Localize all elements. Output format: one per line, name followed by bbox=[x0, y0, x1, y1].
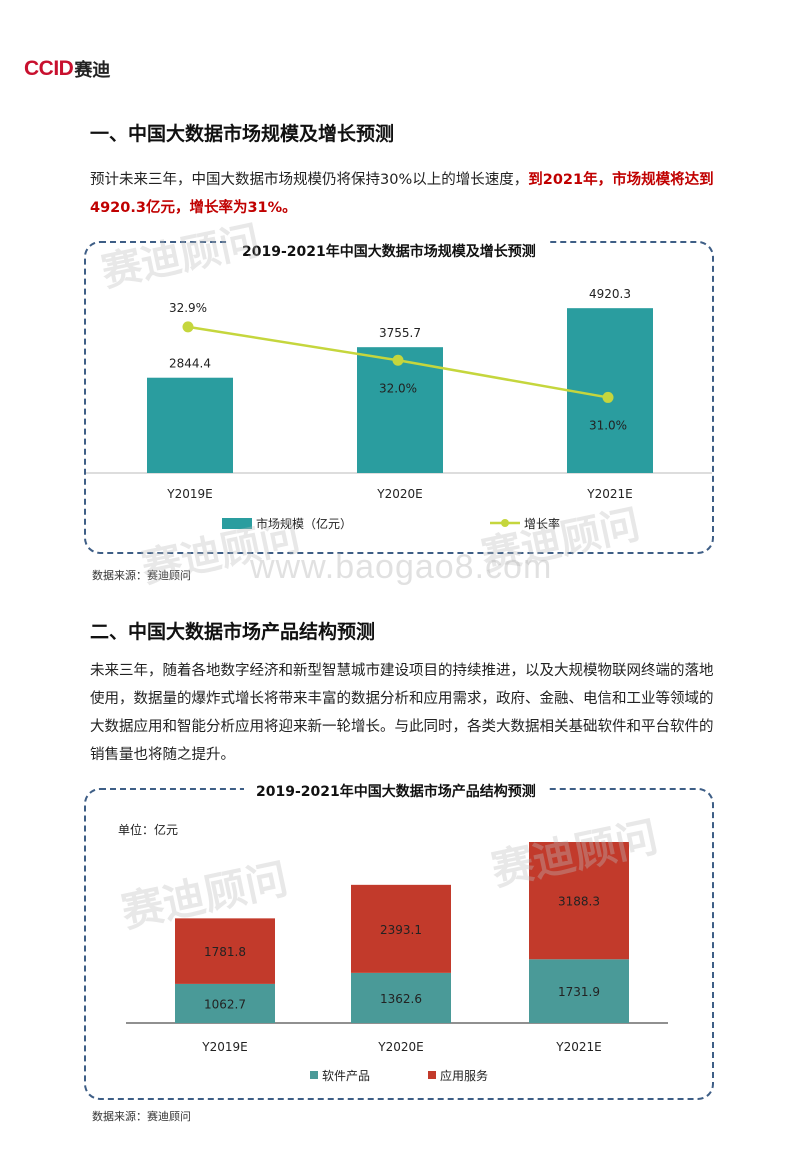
chart2-x-tick-label: Y2020E bbox=[377, 1040, 423, 1054]
chart1-x-tick-label: Y2021E bbox=[586, 487, 632, 501]
chart1-svg: 2844.4 Y2019E 3755.7 Y2020E 4920.3 Y2021E 32.9… bbox=[86, 287, 712, 531]
chart2-label-service: 1781.8 bbox=[204, 945, 246, 959]
chart1-bar bbox=[147, 377, 233, 473]
chart1-bar-label: 3755.7 bbox=[379, 326, 421, 340]
chart2-bar-software bbox=[351, 972, 451, 1023]
logo-cn: 赛迪 bbox=[74, 60, 111, 81]
chart1-title: 2019-2021年中国大数据市场规模及增长预测 bbox=[230, 241, 548, 261]
chart2-bar-service bbox=[529, 842, 629, 960]
chart1-growth-label: 32.9% bbox=[169, 301, 207, 315]
chart2-unit-label: 单位：亿元 bbox=[118, 822, 178, 837]
chart2-legend-swatch bbox=[310, 1071, 318, 1079]
chart2-bar-software bbox=[175, 983, 275, 1023]
section1-paragraph: 预计未来三年，中国大数据市场规模仍将保持30%以上的增长速度，到2021年，市场… bbox=[90, 166, 722, 222]
chart2-legend-swatch bbox=[428, 1071, 436, 1079]
chart1-growth-label: 32.0% bbox=[379, 381, 417, 395]
chart2-label-software: 1362.6 bbox=[380, 992, 422, 1006]
chart1-legend-label-line: 增长率 bbox=[524, 516, 560, 531]
chart2-bar-software bbox=[529, 959, 629, 1023]
section1-title: 一、中国大数据市场规模及增长预测 bbox=[90, 123, 395, 145]
chart2-bar-service bbox=[175, 918, 275, 984]
chart1-bar-label: 4920.3 bbox=[589, 287, 631, 301]
section1-para-highlight: 到2021年，市场规模将达到4920.3亿元，增长率为31%。 bbox=[90, 172, 714, 216]
section2-paragraph: 未来三年，随着各地数字经济和新型智慧城市建设项目的持续推进，以及大规模物联网终端… bbox=[90, 663, 714, 763]
ccid-logo: CCID 赛迪 bbox=[24, 56, 110, 82]
logo-text: CCID bbox=[24, 57, 74, 80]
chart2-title: 2019-2021年中国大数据市场产品结构预测 bbox=[244, 781, 548, 801]
chart2-bar-service bbox=[351, 884, 451, 973]
chart1-bar bbox=[357, 347, 443, 473]
chart2-source: 数据来源：赛迪顾问 bbox=[92, 1110, 191, 1123]
chart1-bar-label: 2844.4 bbox=[169, 357, 211, 371]
chart2-legend-label: 软件产品 bbox=[322, 1069, 370, 1083]
chart1-growth-point bbox=[392, 354, 404, 366]
watermark-url: www.baogao8.com bbox=[250, 548, 553, 586]
section1-para-plain: 预计未来三年，中国大数据市场规模仍将保持30%以上的增长速度， bbox=[90, 172, 529, 188]
chart2-label-software: 1062.7 bbox=[204, 997, 246, 1011]
chart1-x-tick-label: Y2020E bbox=[376, 487, 422, 501]
chart2-legend-label: 应用服务 bbox=[440, 1068, 488, 1083]
chart1-legend-swatch-marker bbox=[501, 519, 509, 527]
chart1-growth-point bbox=[602, 391, 614, 403]
chart2-label-service: 3188.3 bbox=[558, 895, 600, 909]
chart1-x-tick-label: Y2019E bbox=[166, 487, 212, 501]
chart2-label-service: 2393.1 bbox=[380, 923, 422, 937]
chart2-x-tick-label: Y2021E bbox=[555, 1040, 601, 1054]
chart2-label-software: 1731.9 bbox=[558, 985, 600, 999]
chart1-legend-swatch-bar bbox=[222, 518, 252, 529]
chart1-bar bbox=[567, 308, 653, 473]
chart2-x-tick-label: Y2019E bbox=[201, 1040, 247, 1054]
chart1-source: 数据来源：赛迪顾问 bbox=[92, 569, 191, 582]
section2-title: 二、中国大数据市场产品结构预测 bbox=[90, 621, 376, 643]
chart1-growth-label: 31.0% bbox=[589, 418, 627, 432]
chart1-legend-label-bar: 市场规模（亿元） bbox=[256, 516, 352, 531]
chart2-svg: 单位：亿元 1062.7 1781.8 Y2019E 1362.6 2393.1 Y2020… bbox=[118, 822, 668, 1083]
chart1-growth-point bbox=[182, 321, 194, 333]
